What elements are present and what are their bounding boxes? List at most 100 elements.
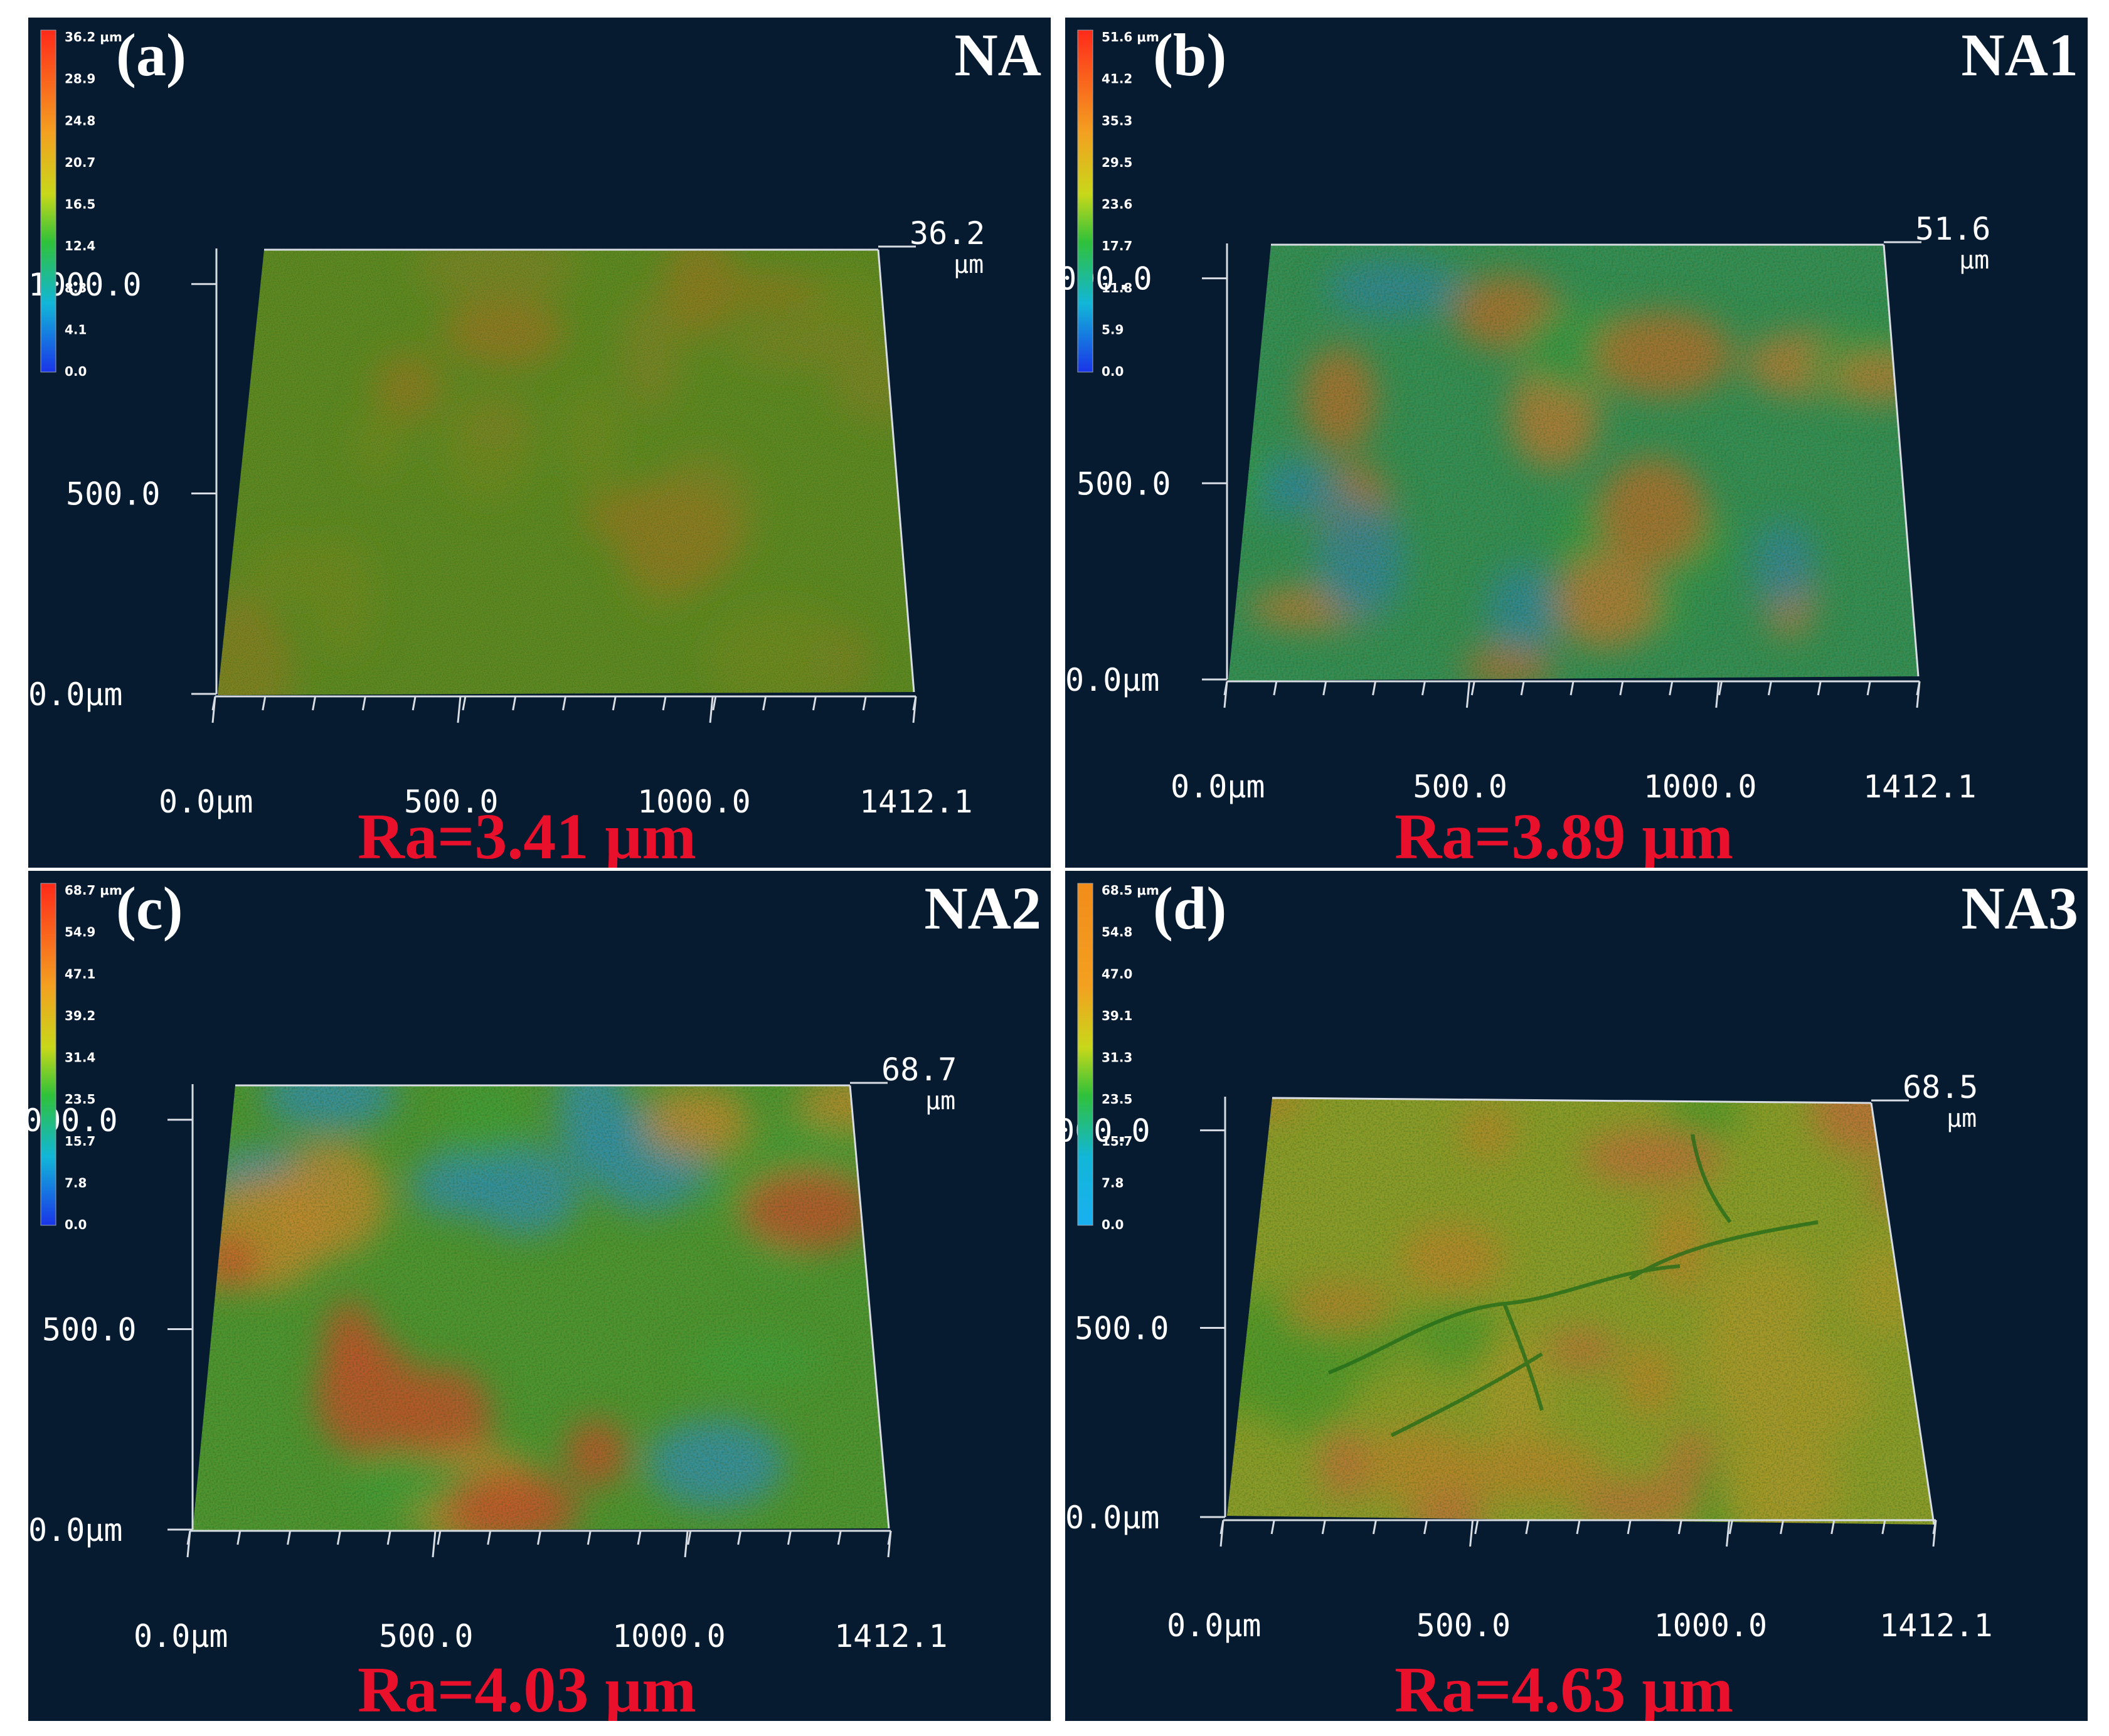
colorbar-label: 39.2 xyxy=(65,1008,95,1023)
roughness-value: Ra=4.63 μm xyxy=(1394,1654,1733,1721)
x-tick-label: 0.0μm xyxy=(134,1618,228,1654)
colorbar xyxy=(1077,29,1093,373)
panel-a: 1000.0 500.0 0.0μm 0.0μm 500.0 1000.0 1412.1 36… xyxy=(28,18,1051,868)
z-max-label: 36.2 xyxy=(910,215,985,252)
x-tick-label: 500.0 xyxy=(379,1618,474,1654)
roughness-value: Ra=4.03 μm xyxy=(358,1654,696,1721)
colorbar-label: 11.8 xyxy=(1102,280,1132,296)
axes xyxy=(191,245,917,723)
colorbar-label: 7.8 xyxy=(1102,1175,1124,1190)
surface-topography xyxy=(1227,1098,1934,1525)
panel-letter: (a) xyxy=(116,21,186,88)
x-tick-label: 500.0 xyxy=(1413,769,1507,805)
axes xyxy=(1200,1097,1937,1547)
x-tick-label: 1412.1 xyxy=(859,784,973,820)
x-tick-label: 0.0μm xyxy=(1167,1607,1262,1644)
x-tick-label: 0.0μm xyxy=(159,784,253,820)
colorbar-label: 12.4 xyxy=(65,238,95,253)
colorbar-label: 68.5 μm xyxy=(1102,883,1159,898)
colorbar-label: 31.3 xyxy=(1102,1050,1132,1065)
colorbar-label: 5.9 xyxy=(1102,322,1124,337)
colorbar-label: 47.1 xyxy=(65,966,95,981)
x-tick-label: 1412.1 xyxy=(1863,769,1977,805)
colorbar-label: 68.7 μm xyxy=(65,883,122,898)
axes xyxy=(1202,241,1921,708)
sample-name: NA xyxy=(954,21,1041,88)
x-tick-label: 1000.0 xyxy=(612,1618,726,1654)
y-tick-label: 0.0μm xyxy=(28,1512,123,1548)
y-tick-label: 500.0 xyxy=(1075,1311,1169,1347)
roughness-value: Ra=3.89 μm xyxy=(1394,801,1733,868)
colorbar-label: 0.0 xyxy=(1102,364,1124,379)
y-tick-label: 500.0 xyxy=(1076,466,1171,502)
y-tick-label: 500.0 xyxy=(42,1312,137,1348)
colorbar xyxy=(1077,883,1093,1226)
x-tick-label: 1000.0 xyxy=(1644,769,1757,805)
colorbar-label: 0.0 xyxy=(1102,1217,1124,1232)
colorbar-label: 29.5 xyxy=(1102,155,1132,170)
colorbar-label: 28.9 xyxy=(65,72,95,87)
y-tick-label: 0.0μm xyxy=(28,676,123,713)
colorbar xyxy=(40,883,56,1226)
sample-name: NA2 xyxy=(924,875,1041,942)
colorbar-label: 23.5 xyxy=(65,1092,95,1107)
surface-plot: 1000.0500.00.0μm0.0μm500.01000.01412.168… xyxy=(28,875,1041,1721)
colorbar-label: 35.3 xyxy=(1102,113,1132,128)
z-max-label: 51.6 xyxy=(1915,211,1990,247)
y-tick-label: 500.0 xyxy=(66,476,161,513)
colorbar xyxy=(40,29,56,373)
colorbar-label: 54.8 xyxy=(1102,925,1132,940)
y-tick-label: 0.0μm xyxy=(1065,662,1160,698)
z-max-label: 68.7 xyxy=(881,1052,957,1088)
x-tick-label: 500.0 xyxy=(404,784,499,820)
sample-name: NA3 xyxy=(1961,875,2078,942)
colorbar-label: 15.7 xyxy=(1102,1134,1132,1149)
colorbar-label: 7.8 xyxy=(65,1175,87,1190)
colorbar-label: 0.0 xyxy=(65,364,87,379)
roughness-value: Ra=3.41 μm xyxy=(358,801,696,868)
surface-topography xyxy=(193,1085,889,1531)
colorbar-label: 23.5 xyxy=(1102,1092,1132,1107)
axes xyxy=(167,1082,892,1558)
x-tick-label: 1000.0 xyxy=(1654,1607,1768,1644)
x-tick-label: 0.0μm xyxy=(1171,769,1265,805)
colorbar-label: 51.6 μm xyxy=(1102,29,1159,45)
panel-b: 1000.0500.00.0μm0.0μm500.01000.01412.151… xyxy=(1065,18,2088,868)
panel-letter: (c) xyxy=(116,875,183,942)
colorbar-label: 8.3 xyxy=(65,280,87,296)
panel-letter: (d) xyxy=(1153,875,1226,942)
surface-topography xyxy=(1228,245,1918,681)
z-unit-label: μm xyxy=(954,250,984,279)
x-tick-label: 1412.1 xyxy=(1879,1607,1993,1644)
colorbar-label: 17.7 xyxy=(1102,238,1132,253)
colorbar-label: 47.0 xyxy=(1102,966,1132,981)
colorbar-label: 23.6 xyxy=(1102,197,1132,212)
colorbar-label: 4.1 xyxy=(65,322,87,337)
colorbar-label: 0.0 xyxy=(65,1217,87,1232)
surface-plot: 1000.0500.00.0μm0.0μm500.01000.01412.151… xyxy=(1065,21,2078,868)
x-tick-label: 1412.1 xyxy=(834,1618,948,1654)
colorbar-label: 20.7 xyxy=(65,155,95,170)
panel-letter: (b) xyxy=(1153,21,1226,88)
sample-name: NA1 xyxy=(1961,21,2078,88)
colorbar-label: 41.2 xyxy=(1102,72,1132,87)
z-unit-label: μm xyxy=(1959,246,1989,275)
x-tick-label: 500.0 xyxy=(1416,1607,1511,1644)
surface-plot: 1000.0500.00.0μm0.0μm500.01000.01412.168… xyxy=(1065,875,2078,1721)
colorbar-label: 24.8 xyxy=(65,113,95,128)
colorbar-label: 31.4 xyxy=(65,1050,95,1065)
colorbar-label: 15.7 xyxy=(65,1134,95,1149)
panel-c: 1000.0500.00.0μm0.0μm500.01000.01412.168… xyxy=(28,871,1051,1721)
colorbar-label: 39.1 xyxy=(1102,1008,1132,1023)
z-unit-label: μm xyxy=(1947,1104,1977,1133)
z-max-label: 68.5 xyxy=(1903,1069,1978,1105)
colorbar-label: 16.5 xyxy=(65,197,95,212)
x-tick-label: 1000.0 xyxy=(637,784,751,820)
z-unit-label: μm xyxy=(925,1087,955,1116)
colorbar-label: 54.9 xyxy=(65,925,95,940)
panel-d: 1000.0500.00.0μm0.0μm500.01000.01412.168… xyxy=(1065,871,2088,1721)
y-tick-label: 0.0μm xyxy=(1065,1499,1160,1536)
colorbar-label: 36.2 μm xyxy=(65,29,122,45)
surface-topography xyxy=(218,250,914,695)
